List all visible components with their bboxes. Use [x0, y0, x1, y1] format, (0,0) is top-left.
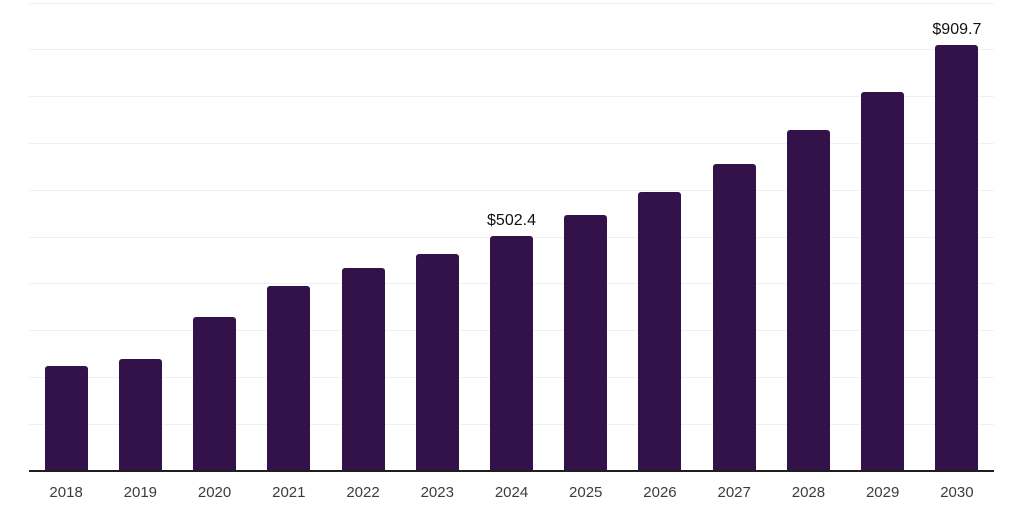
- value-label-2030: $909.7: [932, 21, 982, 39]
- bar-2030: [935, 45, 979, 471]
- x-axis-label-2019: 2019: [123, 484, 158, 501]
- gridline-600: [29, 189, 994, 191]
- bar-2027: [712, 163, 756, 471]
- bar-2022: [341, 268, 385, 471]
- x-axis-label-2022: 2022: [346, 484, 380, 501]
- x-axis-label-2018: 2018: [49, 484, 83, 501]
- gridline-900: [29, 49, 994, 51]
- x-axis-label-2025: 2025: [569, 484, 603, 501]
- gridline-700: [29, 142, 994, 144]
- bar-2026: [638, 191, 682, 471]
- x-axis-label-2021: 2021: [272, 484, 306, 501]
- bar-2020: [193, 317, 237, 471]
- bar-2029: [861, 92, 905, 471]
- x-axis-label-2029: 2029: [865, 484, 900, 501]
- x-axis-label-2028: 2028: [791, 484, 826, 501]
- x-axis-line: [29, 470, 994, 472]
- gridline-1000: [29, 2, 994, 4]
- x-axis-label-2027: 2027: [717, 484, 751, 501]
- bar-2028: [786, 130, 830, 471]
- x-axis-label-2023: 2023: [420, 484, 454, 501]
- x-axis-label-2030: 2030: [940, 484, 974, 501]
- bar-2018: [44, 365, 88, 471]
- gridline-800: [29, 96, 994, 98]
- bar-2019: [118, 359, 162, 471]
- value-label-2024: $502.4: [487, 211, 536, 229]
- bar-2024: [490, 235, 533, 471]
- x-axis-label-2026: 2026: [643, 484, 677, 501]
- bar-2025: [564, 215, 608, 471]
- bar-2021: [267, 285, 311, 471]
- bar-2023: [415, 253, 459, 471]
- x-axis-label-2020: 2020: [197, 484, 232, 501]
- x-axis-label-2024: 2024: [494, 484, 529, 501]
